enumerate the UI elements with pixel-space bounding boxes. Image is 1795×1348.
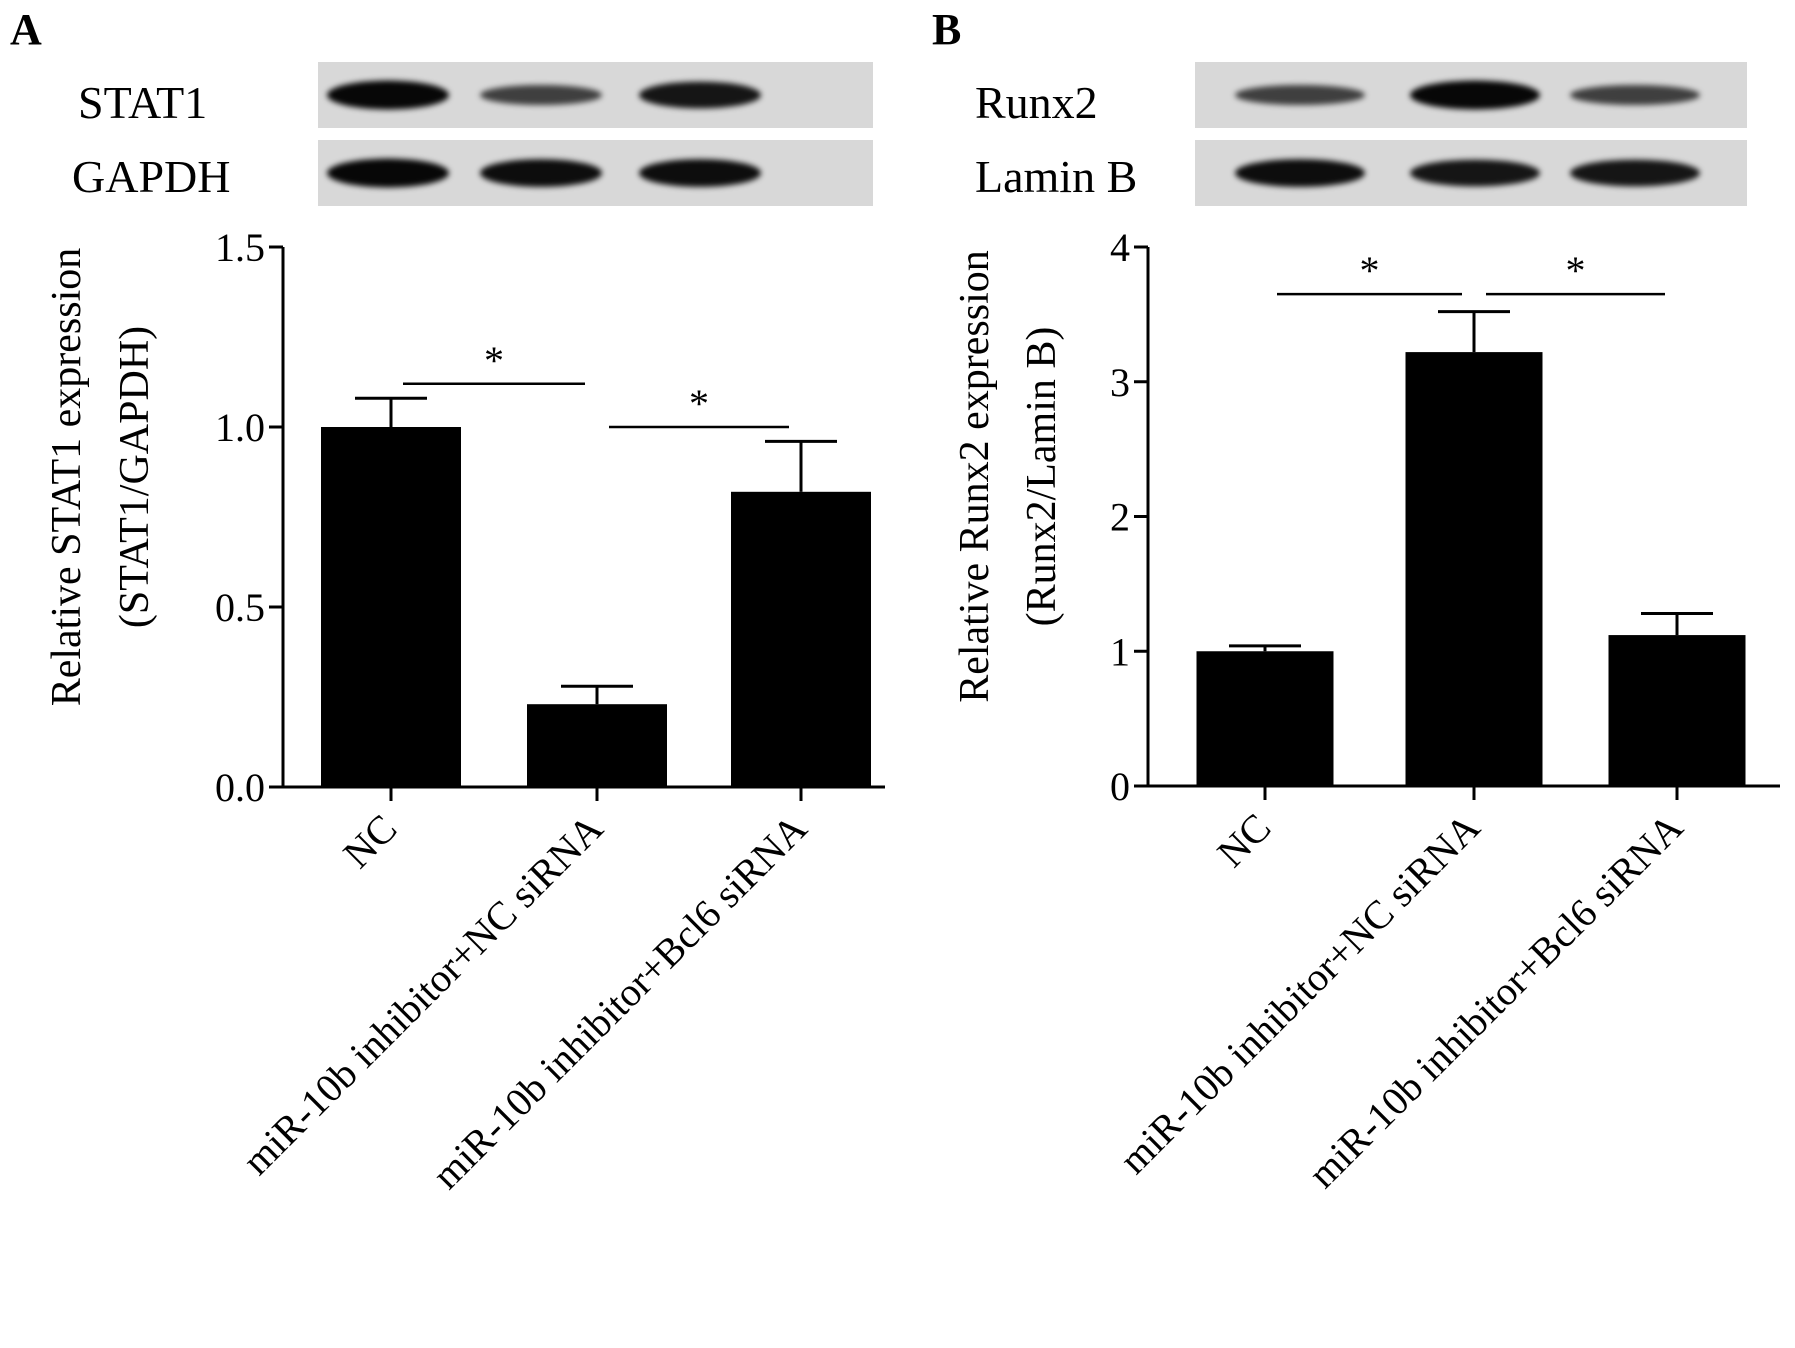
panel-b-control-blot-label: Lamin B [975,151,1137,202]
x-category-label: miR-10b inhibitor+Bcl6 siRNA [423,805,815,1197]
bar [1196,651,1334,786]
panel-a-chart: 0.0 0.5 1.0 1.5 Relative STAT1 expression (ST… [44,225,885,1197]
blot-band-control [1235,159,1365,187]
blot-band-control [480,159,602,187]
bar [1405,352,1543,786]
blot-band-target [639,81,761,109]
bar [527,704,667,787]
y-tick-label: 0 [1110,764,1130,809]
blot-band-target [327,80,449,110]
panel-a-letter: A [10,5,42,54]
blot-band-control [639,159,761,187]
x-category-label: NC [334,806,405,877]
significance-label: * [1566,248,1586,293]
x-category-label: miR-10b inhibitor+NC siRNA [234,805,612,1183]
significance-label: * [689,381,709,426]
panel-a-target-blot-label: STAT1 [78,77,207,128]
panel-a-control-blot-label: GAPDH [72,151,230,202]
y-tick-label: 4 [1110,225,1130,270]
y-tick-label: 1 [1110,629,1130,674]
panel-b-chart: 0 1 2 3 4 Relative Runx2 expression (Runx2/Lam… [952,225,1780,1196]
panel-a-western-blot [318,62,873,206]
panel-b-western-blot [1195,62,1747,206]
y-tick-label: 1.0 [215,405,265,450]
y-axis-label: Relative Runx2 expression [952,250,998,703]
y-tick-label: 1.5 [215,225,265,270]
y-tick-label: 0.5 [215,585,265,630]
significance-label: * [484,338,504,383]
blot-band-target [1410,80,1540,110]
significance-label: * [1360,248,1380,293]
y-axis-label: Relative STAT1 expression [44,248,90,707]
blot-band-control [327,158,449,188]
panel-a: A STAT1 GAPDH 0.0 0.5 1.0 1.5 Relative STAT1… [10,5,885,1197]
blot-band-control [1570,159,1700,187]
x-category-label: NC [1208,805,1279,876]
y-tick-label: 3 [1110,360,1130,405]
bar [321,427,461,787]
panel-b: B Runx2 Lamin B 0 1 2 3 4 Relative Runx2 expr… [932,5,1780,1196]
blot-band-target [1235,84,1365,106]
y-axis-label-secondary: (STAT1/GAPDH) [112,326,158,628]
bar [1608,635,1746,786]
x-category-label: miR-10b inhibitor+NC siRNA [1111,804,1489,1182]
y-tick-label: 2 [1110,495,1130,540]
y-axis-label-secondary: (Runx2/Lamin B) [1019,327,1065,627]
blot-band-target [1570,84,1700,106]
blot-band-target [480,84,602,106]
blot-band-control [1410,159,1540,187]
x-category-label: miR-10b inhibitor+Bcl6 siRNA [1299,804,1691,1196]
y-tick-label: 0.0 [215,765,265,810]
panel-b-letter: B [932,5,961,54]
panel-b-target-blot-label: Runx2 [975,77,1098,128]
bar [731,491,871,787]
